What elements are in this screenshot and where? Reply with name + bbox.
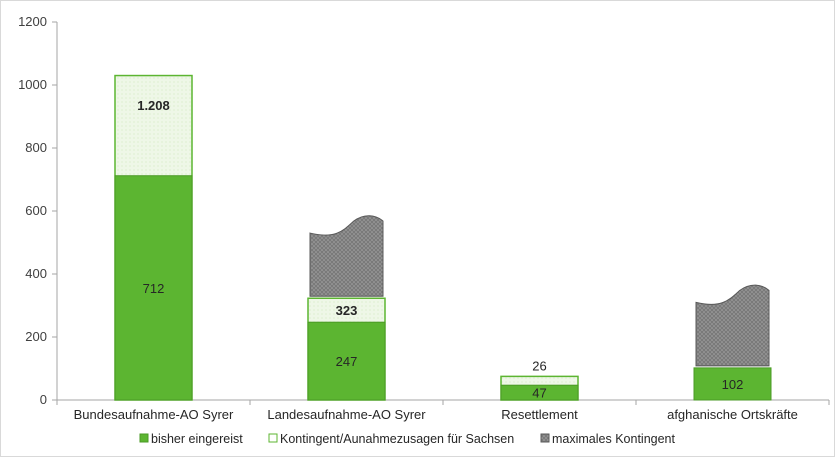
bar-eingereist: [114, 175, 193, 401]
axes: 0 200 400 600 800 1000 1200 Bundesaufnahme-AO S…: [18, 14, 830, 422]
bar-eingereist: [693, 367, 772, 401]
bars: [114, 74, 772, 401]
bar-eingereist: [307, 321, 386, 401]
data-label-eingereist: 712: [143, 281, 165, 296]
data-label-eingereist: 102: [722, 377, 744, 392]
legend-swatch: [139, 433, 149, 443]
data-label-kontingent: 323: [336, 303, 358, 318]
legend-swatch: [540, 433, 550, 443]
y-tick-label: 1200: [18, 14, 47, 29]
y-tick-label: 600: [25, 203, 47, 218]
y-tick-label: 400: [25, 266, 47, 281]
legend-label: bisher eingereist: [151, 432, 243, 446]
data-label-eingereist: 47: [532, 386, 546, 401]
x-tick-label: Landesaufnahme-AO Syrer: [267, 407, 426, 422]
data-label-eingereist: 247: [336, 354, 358, 369]
legend: bisher eingereist Kontingent/Aunahmezusag…: [139, 432, 676, 446]
data-labels: 712 1.208 247 323 47 26 102: [137, 98, 743, 400]
y-tick-label: 0: [40, 392, 47, 407]
legend-label: Kontingent/Aunahmezusagen für Sachsen: [280, 432, 514, 446]
bar-max-kontingent: [695, 284, 770, 367]
legend-label: maximales Kontingent: [552, 432, 676, 446]
y-tick-label: 200: [25, 329, 47, 344]
y-tick-label: 800: [25, 140, 47, 155]
data-label-kontingent: 26: [532, 358, 546, 373]
bar-max-kontingent: [309, 215, 384, 297]
x-tick-label: Resettlement: [501, 407, 578, 422]
y-tick-label: 1000: [18, 77, 47, 92]
x-tick-label: afghanische Ortskräfte: [667, 407, 798, 422]
legend-swatch: [268, 433, 278, 443]
bar-eingereist: [500, 384, 579, 401]
data-label-kontingent: 1.208: [137, 98, 170, 113]
x-tick-label: Bundesaufnahme-AO Syrer: [74, 407, 234, 422]
